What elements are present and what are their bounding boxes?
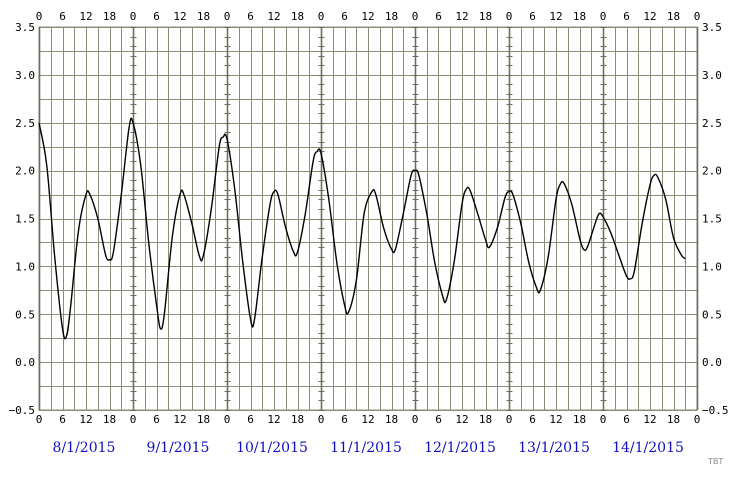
hour-tick-top: 18 <box>479 10 492 23</box>
hour-tick-bottom: 6 <box>153 413 160 426</box>
hour-tick-top: 18 <box>573 10 586 23</box>
y-tick-label-left: 0.0 <box>15 356 35 369</box>
y-tick-label-right: 3.0 <box>702 69 722 82</box>
hour-tick-top: 18 <box>667 10 680 23</box>
hour-tick-top: 12 <box>79 10 92 23</box>
hour-tick-bottom: 12 <box>643 413 656 426</box>
hour-tick-bottom: 18 <box>479 413 492 426</box>
y-tick-label-right: 2.5 <box>702 117 722 130</box>
hour-tick-top: 0 <box>506 10 513 23</box>
y-tick-label-left: 3.5 <box>15 21 35 34</box>
y-tick-label-right: −0.5 <box>702 404 729 417</box>
hour-tick-bottom: 6 <box>623 413 630 426</box>
hour-tick-top: 6 <box>59 10 66 23</box>
hour-tick-bottom: 12 <box>173 413 186 426</box>
hour-tick-top: 12 <box>173 10 186 23</box>
hour-tick-bottom: 6 <box>341 413 348 426</box>
hour-tick-top: 6 <box>153 10 160 23</box>
y-tick-label-right: 0.5 <box>702 308 722 321</box>
hour-tick-bottom: 6 <box>247 413 254 426</box>
hour-tick-bottom: 12 <box>361 413 374 426</box>
hour-tick-bottom: 18 <box>573 413 586 426</box>
hour-tick-top: 6 <box>623 10 630 23</box>
date-label: 14/1/2015 <box>612 440 684 456</box>
hour-tick-bottom: 18 <box>197 413 210 426</box>
y-tick-label-right: 2.0 <box>702 165 722 178</box>
hour-tick-top: 18 <box>103 10 116 23</box>
y-tick-label-left: −0.5 <box>9 404 36 417</box>
hour-tick-bottom: 18 <box>103 413 116 426</box>
y-tick-label-left: 2.5 <box>15 117 35 130</box>
hour-tick-bottom: 6 <box>529 413 536 426</box>
hour-tick-bottom: 0 <box>506 413 513 426</box>
date-label: 9/1/2015 <box>147 440 210 456</box>
hour-tick-top: 0 <box>318 10 325 23</box>
y-tick-label-left: 1.0 <box>15 260 35 273</box>
y-tick-label-right: 0.0 <box>702 356 722 369</box>
hour-tick-bottom: 12 <box>455 413 468 426</box>
date-label: 12/1/2015 <box>424 440 496 456</box>
y-tick-label-left: 2.0 <box>15 165 35 178</box>
hour-tick-top: 18 <box>291 10 304 23</box>
date-label: 13/1/2015 <box>518 440 590 456</box>
hour-tick-top: 0 <box>412 10 419 23</box>
y-tick-label-left: 3.0 <box>15 69 35 82</box>
tide-series-line <box>38 117 686 340</box>
hour-tick-top: 12 <box>549 10 562 23</box>
hour-tick-bottom: 0 <box>36 413 43 426</box>
hour-tick-bottom: 18 <box>291 413 304 426</box>
hour-tick-top: 0 <box>600 10 607 23</box>
hour-tick-top: 12 <box>455 10 468 23</box>
hour-tick-bottom: 0 <box>694 413 701 426</box>
hour-tick-top: 18 <box>385 10 398 23</box>
hour-tick-bottom: 0 <box>412 413 419 426</box>
date-label: 11/1/2015 <box>330 440 402 456</box>
hour-tick-top: 6 <box>435 10 442 23</box>
hour-tick-bottom: 12 <box>267 413 280 426</box>
date-label: 8/1/2015 <box>53 440 116 456</box>
hour-tick-top: 12 <box>643 10 656 23</box>
hour-tick-top: 0 <box>130 10 137 23</box>
hour-tick-top: 6 <box>247 10 254 23</box>
date-label: 10/1/2015 <box>236 440 308 456</box>
hour-tick-bottom: 6 <box>59 413 66 426</box>
hour-tick-top: 6 <box>341 10 348 23</box>
hour-tick-bottom: 0 <box>600 413 607 426</box>
hour-tick-top: 12 <box>361 10 374 23</box>
y-tick-label-left: 1.5 <box>15 213 35 226</box>
hour-tick-top: 0 <box>36 10 43 23</box>
y-tick-label-right: 1.0 <box>702 260 722 273</box>
hour-tick-bottom: 0 <box>318 413 325 426</box>
hour-tick-top: 6 <box>529 10 536 23</box>
y-tick-label-left: 0.5 <box>15 308 35 321</box>
hour-tick-top: 18 <box>197 10 210 23</box>
hour-tick-bottom: 0 <box>224 413 231 426</box>
hour-tick-bottom: 12 <box>79 413 92 426</box>
hour-tick-top: 12 <box>267 10 280 23</box>
y-tick-label-right: 3.5 <box>702 21 722 34</box>
hour-tick-bottom: 0 <box>130 413 137 426</box>
hour-tick-bottom: 18 <box>385 413 398 426</box>
hour-tick-bottom: 12 <box>549 413 562 426</box>
y-tick-label-right: 1.5 <box>702 213 722 226</box>
hour-tick-top: 0 <box>224 10 231 23</box>
hour-tick-top: 0 <box>694 10 701 23</box>
hour-tick-bottom: 6 <box>435 413 442 426</box>
hour-tick-bottom: 18 <box>667 413 680 426</box>
